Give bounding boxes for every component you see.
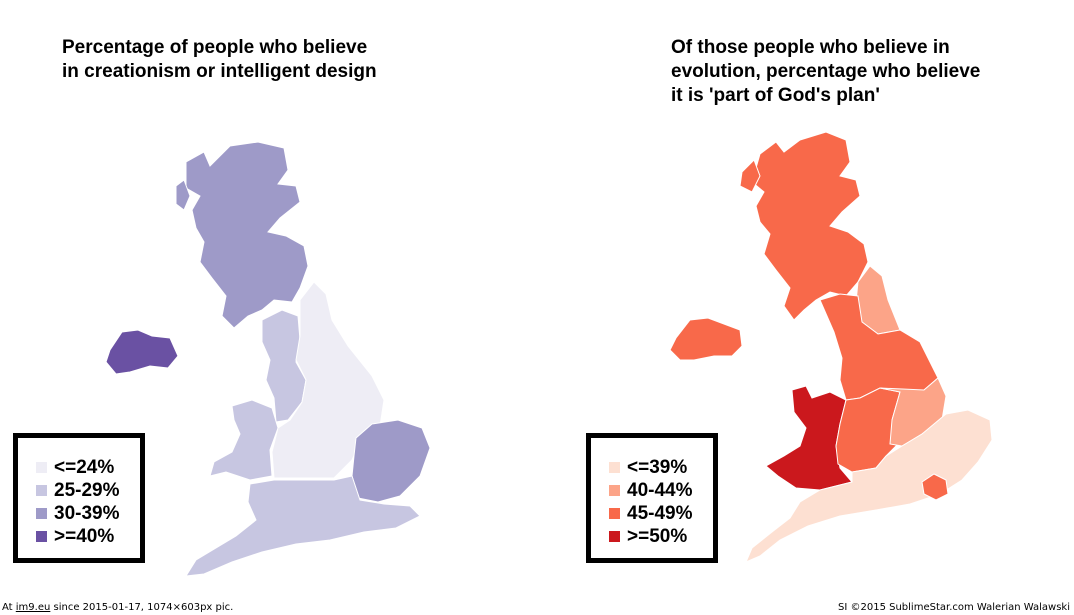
left-legend-label: 30-39% xyxy=(54,503,120,524)
left-region-scotland xyxy=(185,141,309,329)
left-legend-swatch-0 xyxy=(36,462,47,473)
left-legend-swatch-3 xyxy=(36,531,47,542)
footer-right: SI ©2015 SublimeStar.com Walerian Walaws… xyxy=(838,602,1070,613)
left-region-south xyxy=(185,475,421,577)
right-legend-swatch-0 xyxy=(609,462,620,473)
left-region-scotland-islands xyxy=(175,179,191,211)
right-legend-label: 45-49% xyxy=(627,503,693,524)
right-region-northern-ireland xyxy=(669,317,743,361)
right-legend-label: <=39% xyxy=(627,457,688,478)
footer-prefix: At xyxy=(2,602,13,613)
right-region-scotland xyxy=(751,131,869,321)
right-legend: <=39% 40-44% 45-49% >=50% xyxy=(586,433,718,563)
left-region-east-anglia xyxy=(351,419,431,503)
right-region-south xyxy=(745,409,993,563)
left-legend-swatch-1 xyxy=(36,485,47,496)
left-map xyxy=(105,141,431,577)
right-legend-label: 40-44% xyxy=(627,480,693,501)
right-map xyxy=(669,131,993,563)
left-region-north-east-midlands xyxy=(271,281,385,479)
footer-suffix: since 2015-01-17, 1074×603px pic. xyxy=(53,602,234,613)
left-map-title: Percentage of people who believe in crea… xyxy=(62,37,377,82)
right-legend-swatch-1 xyxy=(609,485,620,496)
footer-left: At im9.eu since 2015-01-17, 1074×603px p… xyxy=(2,602,233,614)
left-legend-label: 25-29% xyxy=(54,480,120,501)
left-legend: <=24% 25-29% 30-39% >=40% xyxy=(13,433,145,563)
left-region-north-west xyxy=(261,309,307,423)
left-region-northern-ireland xyxy=(105,329,179,375)
right-map-title: Of those people who believe in evolution… xyxy=(671,37,981,106)
right-legend-swatch-2 xyxy=(609,508,620,519)
left-legend-label: <=24% xyxy=(54,457,115,478)
footer-site-link[interactable]: im9.eu xyxy=(15,602,51,613)
right-legend-swatch-3 xyxy=(609,531,620,542)
left-region-wales xyxy=(209,399,279,481)
right-region-london xyxy=(921,473,949,501)
right-region-scotland-islands xyxy=(739,159,761,193)
left-legend-swatch-2 xyxy=(36,508,47,519)
left-legend-label: >=40% xyxy=(54,526,115,547)
right-legend-label: >=50% xyxy=(627,526,688,547)
